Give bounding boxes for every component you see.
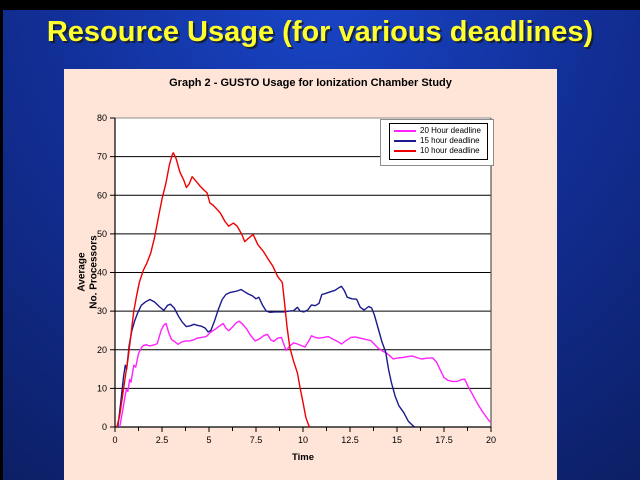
x-tick-label: 20 [486,435,496,445]
legend-label: 15 hour deadline [420,136,480,145]
legend: 20 Hour deadline 15 hour deadline 10 hour … [380,119,494,166]
y-tick-label: 10 [97,383,107,393]
y-tick-label: 60 [97,190,107,200]
y-tick-label: 30 [97,306,107,316]
legend-box: 20 Hour deadline 15 hour deadline 10 hour … [389,123,488,160]
x-tick-label: 12.5 [341,435,359,445]
x-tick-label: 7.5 [250,435,263,445]
left-border-bar [0,0,3,480]
y-tick-label: 0 [102,422,107,432]
legend-label: 10 hour deadline [420,146,480,155]
legend-line-swatch [394,130,416,132]
legend-entry: 20 Hour deadline [394,126,484,136]
chart-panel: Graph 2 - GUSTO Usage for Ionization Cha… [64,69,557,480]
y-tick-label: 40 [97,268,107,278]
x-axis-title: Time [292,452,314,463]
chart-plot: 0 10 20 30 40 50 60 70 80 0 2.5 5 7.5 10 12.5 15 17.5 20 T… [97,113,496,463]
legend-line-swatch [394,150,416,152]
y-tick-label: 70 [97,152,107,162]
x-tick-label: 15 [392,435,402,445]
legend-line-swatch [394,140,416,142]
series-line-10-hour-deadline [116,152,311,428]
legend-entry: 15 hour deadline [394,136,484,146]
x-tick-label: 2.5 [156,435,169,445]
legend-label: 20 Hour deadline [420,126,481,135]
x-tick-label: 0 [112,435,117,445]
x-tick-label: 5 [206,435,211,445]
chart-title: Graph 2 - GUSTO Usage for Ionization Cha… [169,77,452,89]
x-tick-label: 17.5 [435,435,453,445]
y-tick-label: 80 [97,113,107,123]
top-border-bar [0,0,640,10]
series-line-20-hour-deadline [119,320,492,428]
slide-title: Resource Usage (for various deadlines) [46,16,594,48]
y-tick-label: 50 [97,229,107,239]
series-line-15-hour-deadline [117,285,416,428]
y-tick-label: 20 [97,345,107,355]
legend-entry: 10 hour deadline [394,146,484,156]
x-tick-label: 10 [298,435,308,445]
